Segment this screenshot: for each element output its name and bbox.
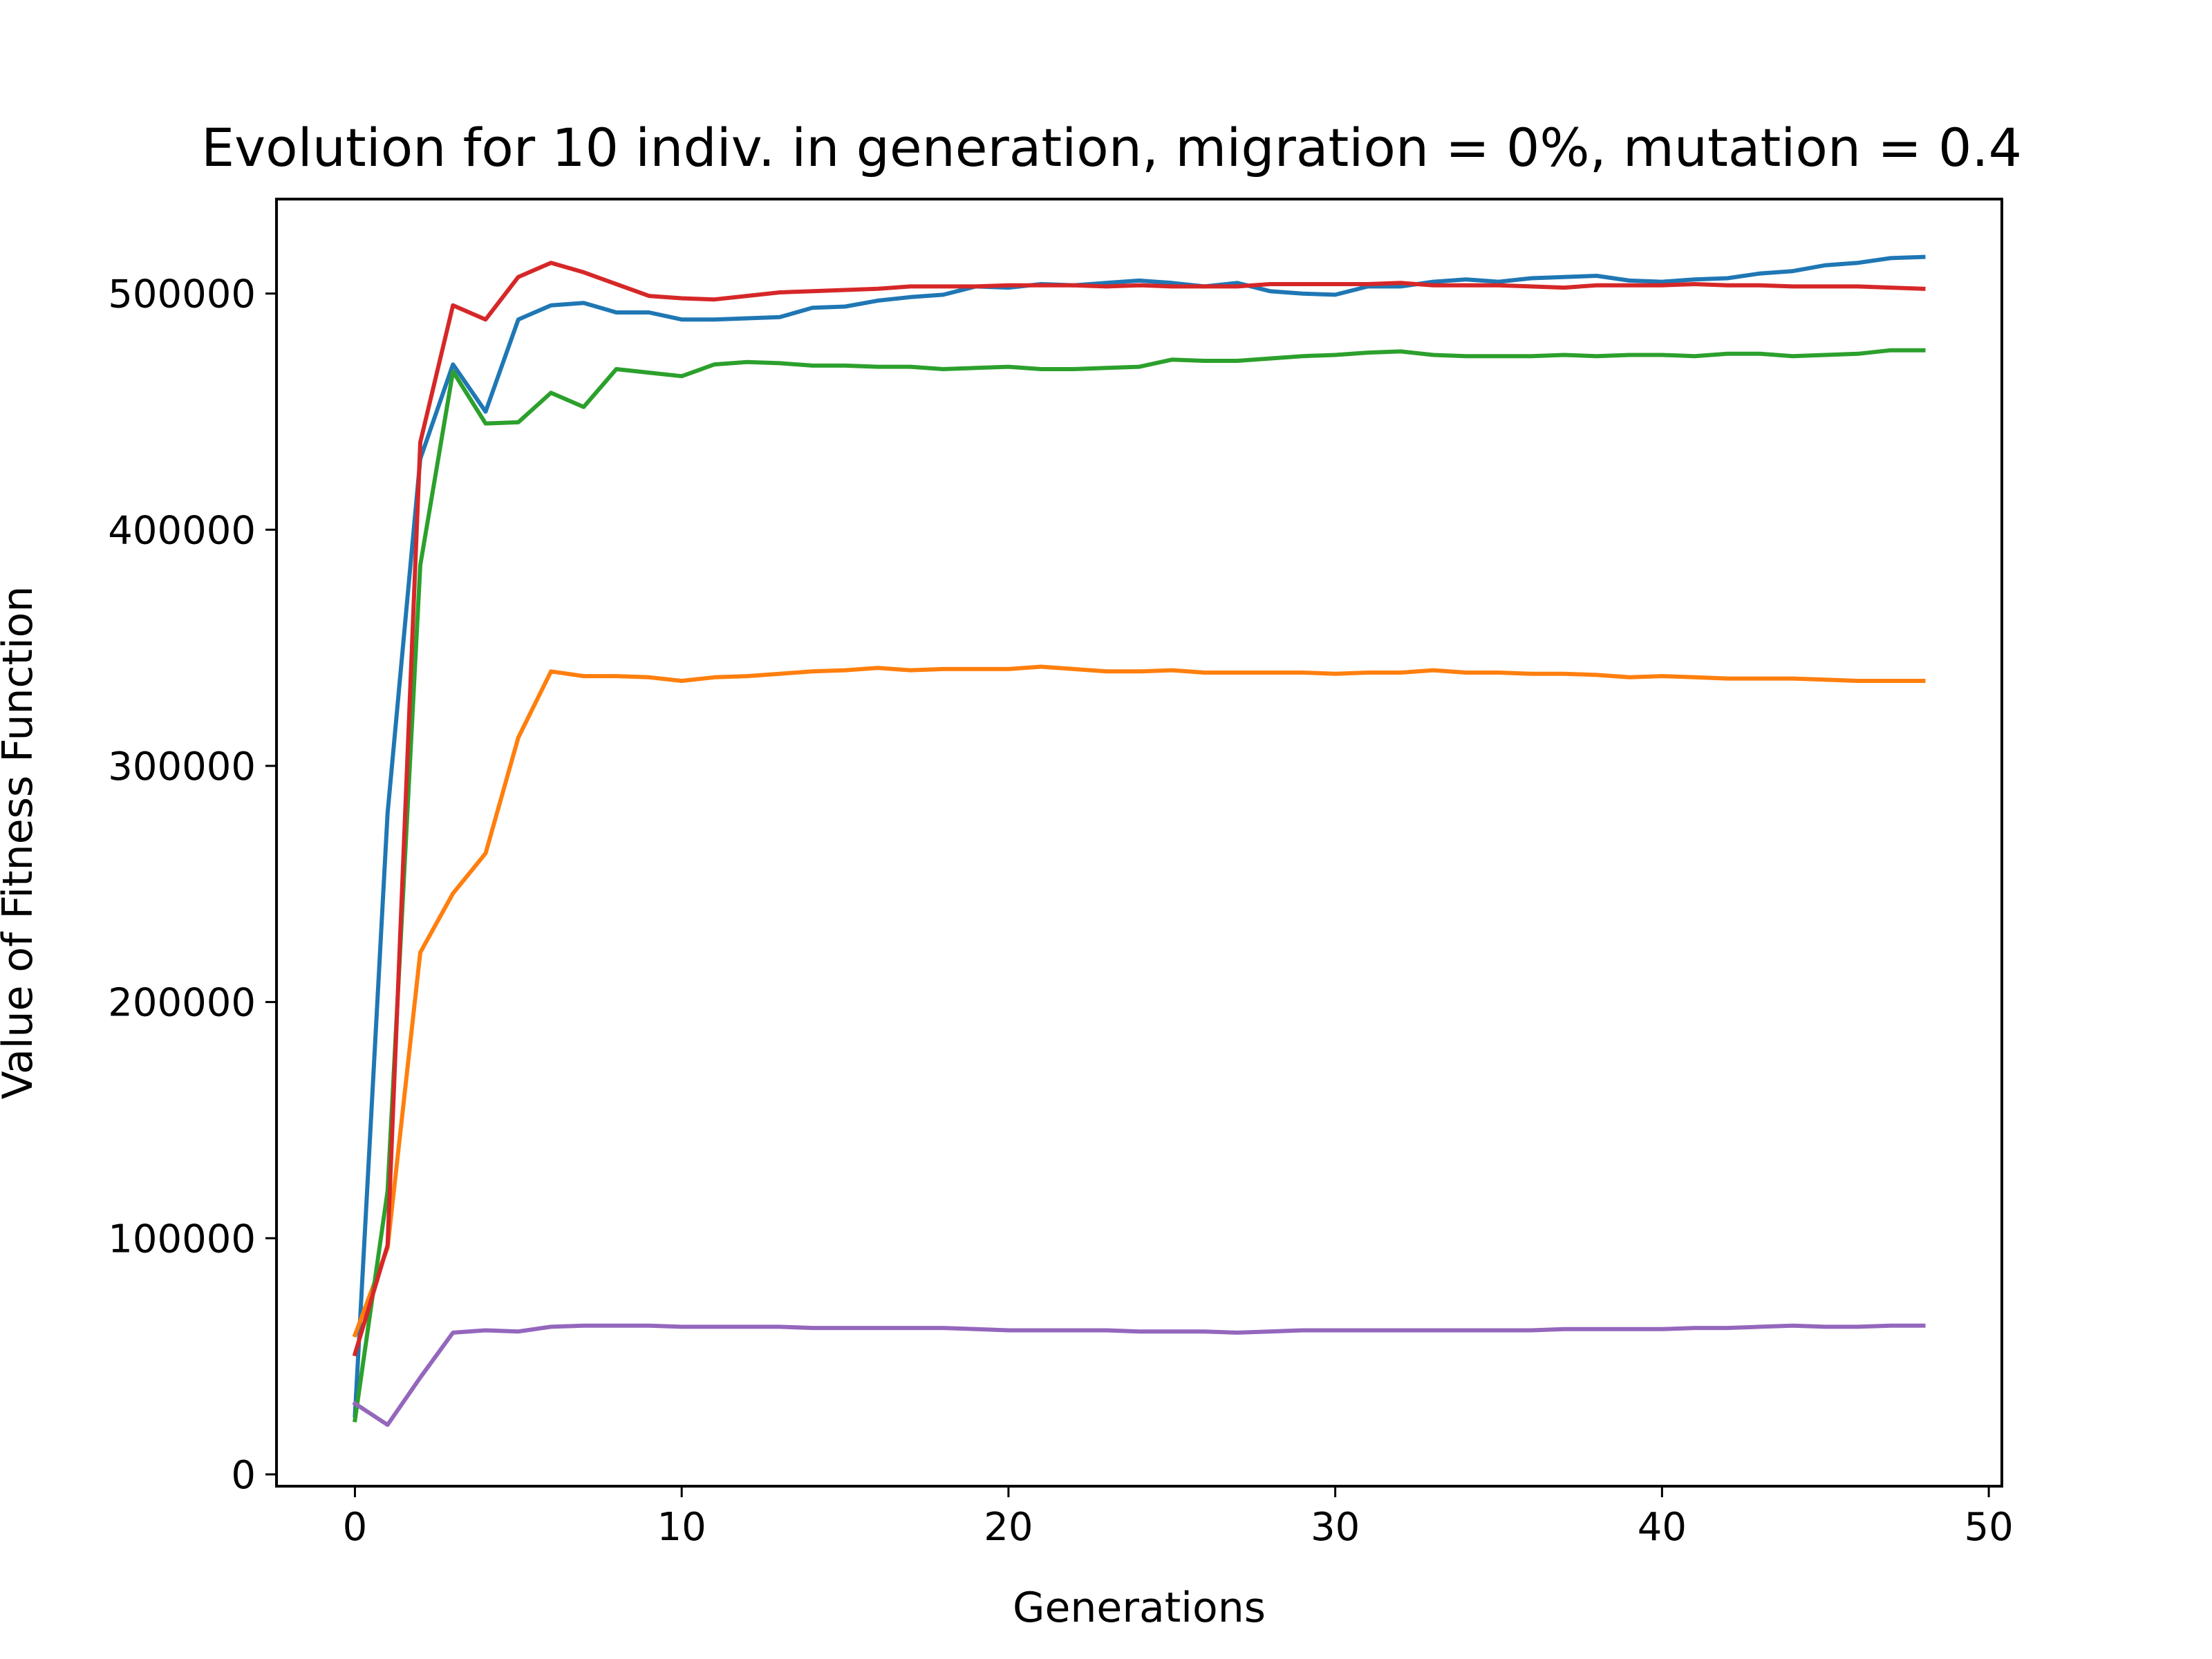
- x-tick-label: 40: [1638, 1505, 1687, 1550]
- x-tick-label: 20: [984, 1505, 1033, 1550]
- y-tick-label: 300000: [108, 744, 256, 789]
- y-tick-label: 0: [231, 1453, 256, 1498]
- x-tick-label: 10: [657, 1505, 706, 1550]
- x-tick-label: 0: [343, 1505, 368, 1550]
- x-axis: 0 10 20 30 40 50: [343, 1486, 2014, 1550]
- chart-title: Evolution for 10 indiv. in generation, m…: [201, 117, 2022, 178]
- series-layer: [352, 254, 1926, 1427]
- series-line-2: [352, 664, 1926, 1338]
- x-axis-label: Generations: [1013, 1584, 1266, 1632]
- x-tick-label: 30: [1311, 1505, 1360, 1550]
- y-tick-label: 500000: [108, 272, 256, 317]
- series-line-1: [353, 254, 1926, 1418]
- series-line-4: [352, 261, 1926, 1357]
- y-tick-label: 200000: [108, 981, 256, 1026]
- series-line-5: [352, 1323, 1926, 1427]
- y-tick-label: 400000: [108, 508, 256, 553]
- y-axis-label: Value of Fitness Function: [0, 586, 42, 1100]
- y-axis: 0 100000 200000 300000 400000 500000: [108, 272, 276, 1498]
- x-tick-label: 50: [1964, 1505, 2013, 1550]
- plot-area: [275, 198, 2003, 1488]
- y-tick-label: 100000: [108, 1217, 256, 1262]
- series-line-3: [353, 348, 1926, 1423]
